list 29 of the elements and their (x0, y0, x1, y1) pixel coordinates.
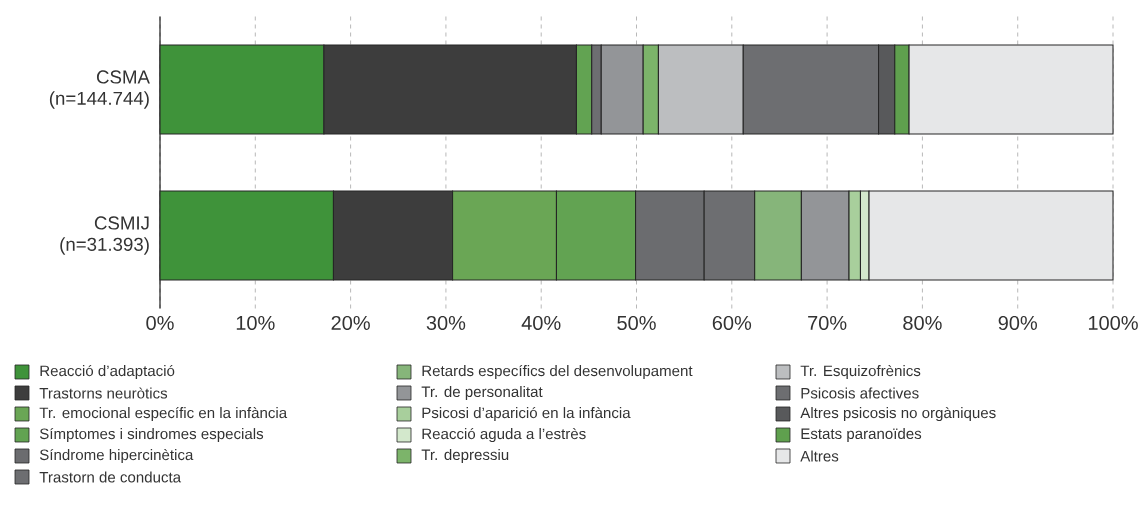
x-tick-label: 0% (146, 315, 174, 331)
x-tick-label: 20% (331, 315, 370, 331)
legend-label: Retards específics del desenvolupament (422, 364, 693, 380)
y-tick-label: CSMIJ (n=31.393) (60, 216, 149, 255)
legend-label: Altres psicosis no orgàniques (800, 406, 996, 422)
legend-label: Tr. depressiu (421, 448, 509, 464)
x-tick-label: 60% (712, 315, 752, 331)
legend-label: Estats paranoïdes (801, 427, 922, 443)
legend-label: Trastorns neuròtics (39, 387, 168, 399)
x-tick-label: 80% (903, 315, 942, 331)
x-tick-label: 90% (998, 315, 1037, 331)
legend-label: Símptomes i sindromes especials (39, 427, 264, 443)
x-tick-label: 100% (1088, 315, 1138, 331)
legend-label: Síndrome hipercinètica (39, 448, 194, 464)
legend-label: Tr. Esquizofrènics (800, 364, 921, 380)
x-tick-label: 70% (808, 315, 847, 331)
legend-label: Reacció d’adaptació (40, 364, 175, 380)
legend-label: Tr. emocional específic en la infància (39, 406, 288, 422)
x-tick-label: 10% (236, 315, 275, 331)
legend-label: Psicosis afectives (801, 387, 919, 399)
x-tick-label: 40% (521, 315, 561, 331)
legend-label: Altres (800, 450, 839, 462)
x-tick-label: 30% (426, 315, 466, 331)
x-tick-label: 50% (617, 315, 656, 331)
legend-label: Tr. de personalitat (421, 385, 543, 401)
legend-label: Reacció aguda a l’estrès (422, 427, 586, 443)
y-tick-label: CSMA (n=144.744) (49, 70, 150, 109)
legend-label: Trastorn de conducta (39, 471, 182, 483)
legend-label: Psicosi d’aparició en la infància (422, 406, 631, 422)
